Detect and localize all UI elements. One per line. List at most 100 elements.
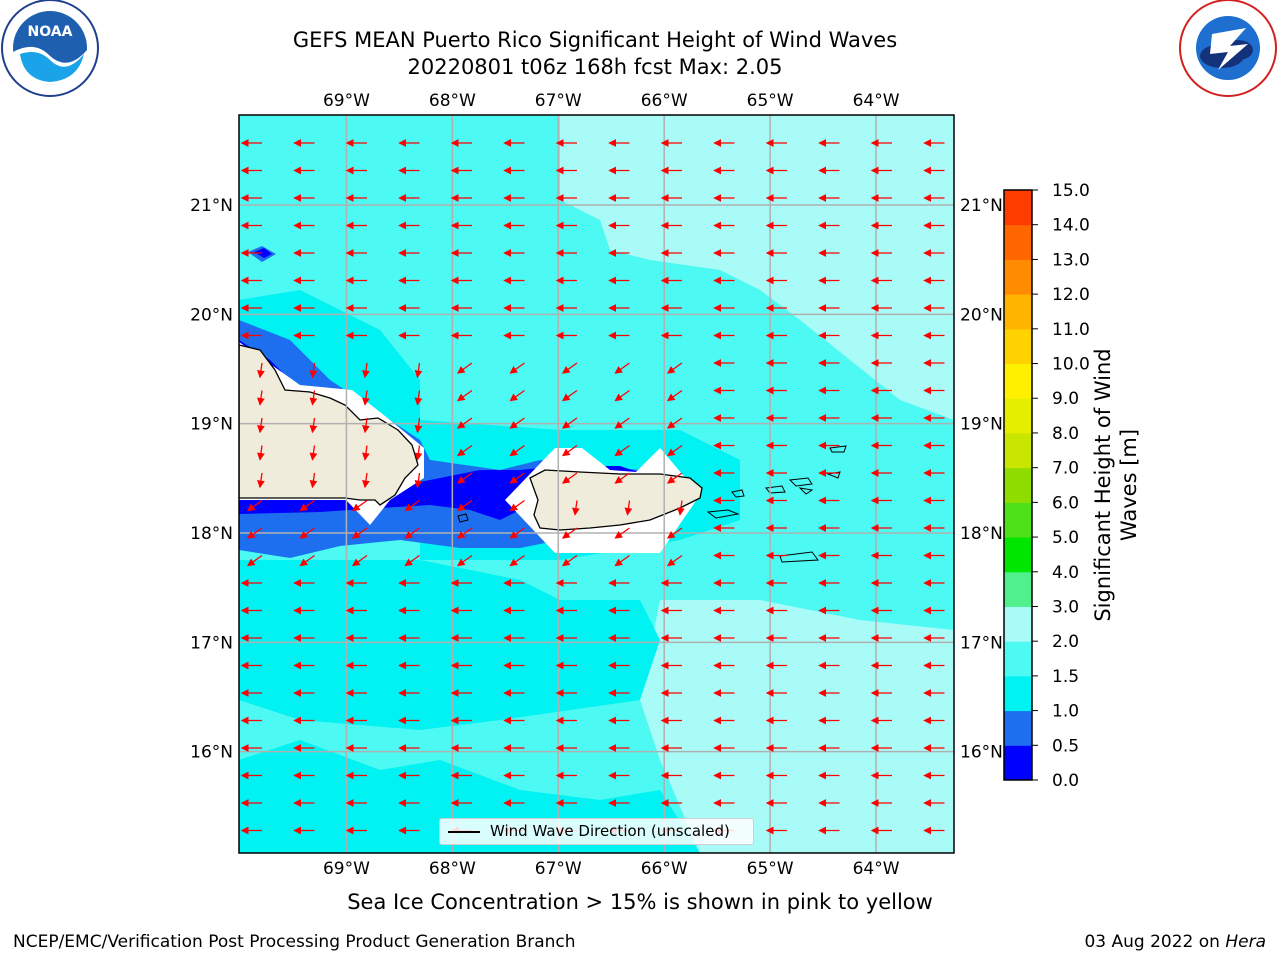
lon-label-bottom: 69°W	[323, 859, 370, 879]
wind-vector	[509, 472, 525, 484]
footer-date: 03 Aug 2022 on Hera	[1084, 932, 1266, 952]
wind-vector	[299, 527, 315, 539]
colorbar-swatch	[1004, 432, 1032, 469]
lat-label-right: 21°N	[960, 196, 1003, 216]
lon-label-bottom: 68°W	[429, 859, 476, 879]
footer-date-text: 03 Aug 2022 on	[1084, 932, 1226, 952]
colorbar-tick-label: 12.0	[1052, 285, 1090, 305]
colorbar-tick-label: 1.0	[1052, 702, 1079, 722]
colorbar-swatch	[1004, 502, 1032, 538]
colorbar-tick-label: 8.0	[1052, 424, 1079, 444]
lon-label-bottom: 64°W	[853, 859, 900, 879]
lat-labels-left: 21°N 20°N 19°N 18°N 17°N 16°N	[190, 196, 233, 763]
colorbar-swatch	[1004, 259, 1032, 295]
chart-title: GEFS MEAN Puerto Rico Significant Height…	[292, 28, 898, 52]
wind-vector	[404, 554, 420, 567]
wind-vector	[246, 527, 263, 539]
wind-vector	[561, 417, 578, 429]
lat-label-right: 18°N	[960, 524, 1003, 544]
colorbar-swatch	[1004, 294, 1032, 330]
lon-labels-bottom: 69°W 68°W 67°W 66°W 65°W 64°W	[323, 859, 900, 879]
wind-vector	[257, 362, 265, 379]
wind-vector	[362, 417, 370, 434]
wind-vector	[614, 417, 630, 429]
colorbar-swatch	[1004, 675, 1032, 712]
wind-vector	[351, 499, 368, 512]
map-gridlines	[239, 115, 954, 853]
colorbar-tick-label: 6.0	[1052, 493, 1079, 513]
wind-vector	[561, 389, 578, 402]
wind-vector	[257, 445, 265, 461]
wind-vector	[404, 499, 420, 512]
wind-vector	[309, 472, 318, 489]
wind-vector	[614, 389, 630, 402]
wind-vector	[666, 417, 683, 429]
wind-vector	[246, 499, 263, 512]
wind-vector	[509, 499, 525, 512]
colorbar-tick-label: 0.5	[1052, 736, 1079, 756]
wind-vector	[456, 499, 473, 512]
wind-vector	[309, 362, 318, 379]
colorbar-tick-label: 10.0	[1052, 355, 1090, 375]
wind-vector	[572, 500, 580, 516]
lon-label-top: 69°W	[323, 91, 370, 111]
chart-subtitle: 20220801 t06z 168h fcst Max: 2.05	[407, 55, 783, 79]
wind-vector	[666, 389, 683, 402]
wind-vector	[299, 499, 315, 512]
wind-vector	[456, 417, 473, 429]
lon-labels-top: 69°W 68°W 67°W 66°W 65°W 64°W	[323, 91, 900, 111]
colorbar-tick-label: 11.0	[1052, 320, 1090, 340]
colorbar-tick-label: 9.0	[1052, 389, 1079, 409]
wind-vector	[561, 472, 578, 484]
legend-label: Wind Wave Direction (unscaled)	[490, 822, 730, 840]
wind-vector	[257, 390, 265, 406]
wind-vector	[309, 417, 318, 434]
lat-label-right: 19°N	[960, 415, 1003, 435]
noaa-logo-icon: NOAA	[1, 0, 99, 97]
wind-vector	[509, 554, 525, 567]
colorbar-tick-label: 15.0	[1052, 181, 1090, 201]
wind-vector	[351, 527, 368, 539]
lat-label-left: 18°N	[190, 524, 233, 544]
lon-label-top: 67°W	[535, 91, 582, 111]
wind-vector	[561, 527, 578, 539]
colorbar-swatch	[1004, 745, 1032, 781]
wind-vector	[614, 472, 630, 484]
wind-vector	[404, 527, 420, 539]
colorbar-swatch	[1004, 641, 1032, 677]
colorbar-tick-label: 1.5	[1052, 667, 1079, 687]
colorbar-frame	[1003, 189, 1033, 781]
colorbar-swatch	[1004, 467, 1032, 503]
colorbar-swatch	[1004, 224, 1032, 260]
wind-vector	[414, 390, 423, 406]
wind-vector	[362, 362, 370, 379]
lat-label-right: 16°N	[960, 743, 1003, 763]
map-legend: Wind Wave Direction (unscaled)	[439, 818, 754, 845]
lat-label-left: 16°N	[190, 743, 233, 763]
colorbar-tick-label: 5.0	[1052, 528, 1079, 548]
wind-vector	[666, 472, 683, 484]
colorbar-swatch	[1004, 571, 1032, 607]
footer-host: Hera	[1225, 932, 1266, 952]
wind-vector	[614, 554, 630, 567]
colorbar-swatch	[1004, 190, 1032, 226]
lon-label-top: 68°W	[429, 91, 476, 111]
wind-vector	[561, 362, 578, 374]
colorbar-swatch	[1004, 606, 1032, 642]
map-frame	[238, 114, 955, 854]
colorbar-swatch	[1004, 537, 1032, 573]
lat-label-left: 17°N	[190, 633, 233, 653]
wind-vector	[246, 554, 263, 567]
wind-vector	[309, 390, 318, 406]
wind-vector	[509, 362, 525, 374]
wind-wave-vectors	[240, 139, 945, 835]
colorbar: 0.0 0.5 1.0 1.5 2.0 3.0 4.0 5.0 6.0 7.0 8.0 9.0 10.0…	[1003, 181, 1090, 791]
wind-vector	[666, 444, 683, 457]
colorbar-tick-label: 14.0	[1052, 216, 1090, 236]
wind-vector	[414, 417, 423, 434]
colorbar-tick-label: 0.0	[1052, 771, 1079, 791]
wind-vector	[456, 362, 473, 374]
wind-vector	[456, 444, 473, 457]
wind-vector	[509, 444, 525, 457]
